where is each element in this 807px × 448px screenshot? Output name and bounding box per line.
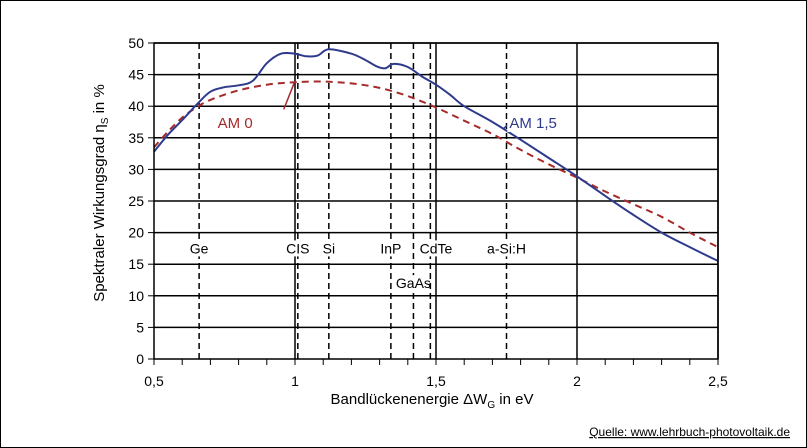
material-label-bg [284, 240, 312, 257]
grid [154, 42, 719, 359]
series-line-am0 [153, 80, 719, 248]
y-tick-label: 25 [128, 193, 144, 209]
axes: 0 5 10 15 20 25 30 35 40 45 50 0,5 1 1,5 2 2,5 [128, 35, 728, 389]
y-tick-label: 15 [128, 256, 144, 272]
y-tick-label: 35 [128, 130, 144, 146]
y-tick-label: 30 [128, 161, 144, 177]
source-credit: Quelle: www.lehrbuch-photovoltaik.de [589, 425, 790, 439]
x-tick-label: 2 [573, 373, 581, 389]
x-tick-label: 0,5 [144, 373, 164, 389]
material-label-bg [417, 240, 455, 257]
x-axis-label: Bandlückenenergie ΔWG in eV [331, 391, 534, 411]
series-pointer-am0 [283, 80, 296, 110]
plot-area-border [153, 42, 719, 360]
material-label: CdTe [420, 240, 453, 256]
y-tick-label: 50 [128, 35, 144, 51]
material-label-bg [187, 240, 211, 257]
material-label: GaAs [396, 275, 431, 291]
y-tick-label: 45 [128, 67, 144, 83]
x-tick-label: 2,5 [708, 373, 728, 389]
material-label: Si [323, 240, 335, 256]
material-label-bg [320, 240, 338, 257]
material-label: CIS [286, 240, 309, 256]
series-label-am15: AM 1,5 [509, 115, 557, 132]
material-label: Ge [190, 240, 209, 256]
x-tick-label: 1,5 [426, 373, 446, 389]
y-tick-label: 20 [128, 225, 144, 241]
series-label-am0: AM 0 [218, 115, 253, 132]
material-label-bg [485, 240, 528, 257]
material-label-bg [378, 240, 404, 257]
series: AM 0 AM 1,5 [153, 48, 719, 262]
y-tick-label: 5 [136, 319, 144, 335]
material-label: InP [380, 240, 401, 256]
x-tick-label: 1 [291, 373, 299, 389]
y-tick-label: 0 [136, 351, 144, 367]
material-markers: Ge CIS Si InP GaAs CdTe a-Si:H [187, 43, 528, 359]
material-label-bg [393, 275, 433, 292]
y-axis-label: Spektraler Wirkungsgrad ηS in % [91, 84, 111, 302]
series-line-am15 [153, 48, 719, 262]
series-label-bg [215, 115, 255, 132]
y-tick-label: 10 [128, 288, 144, 304]
y-tick-label: 40 [128, 98, 144, 114]
material-label: a-Si:H [487, 240, 526, 256]
series-label-bg [507, 115, 559, 132]
